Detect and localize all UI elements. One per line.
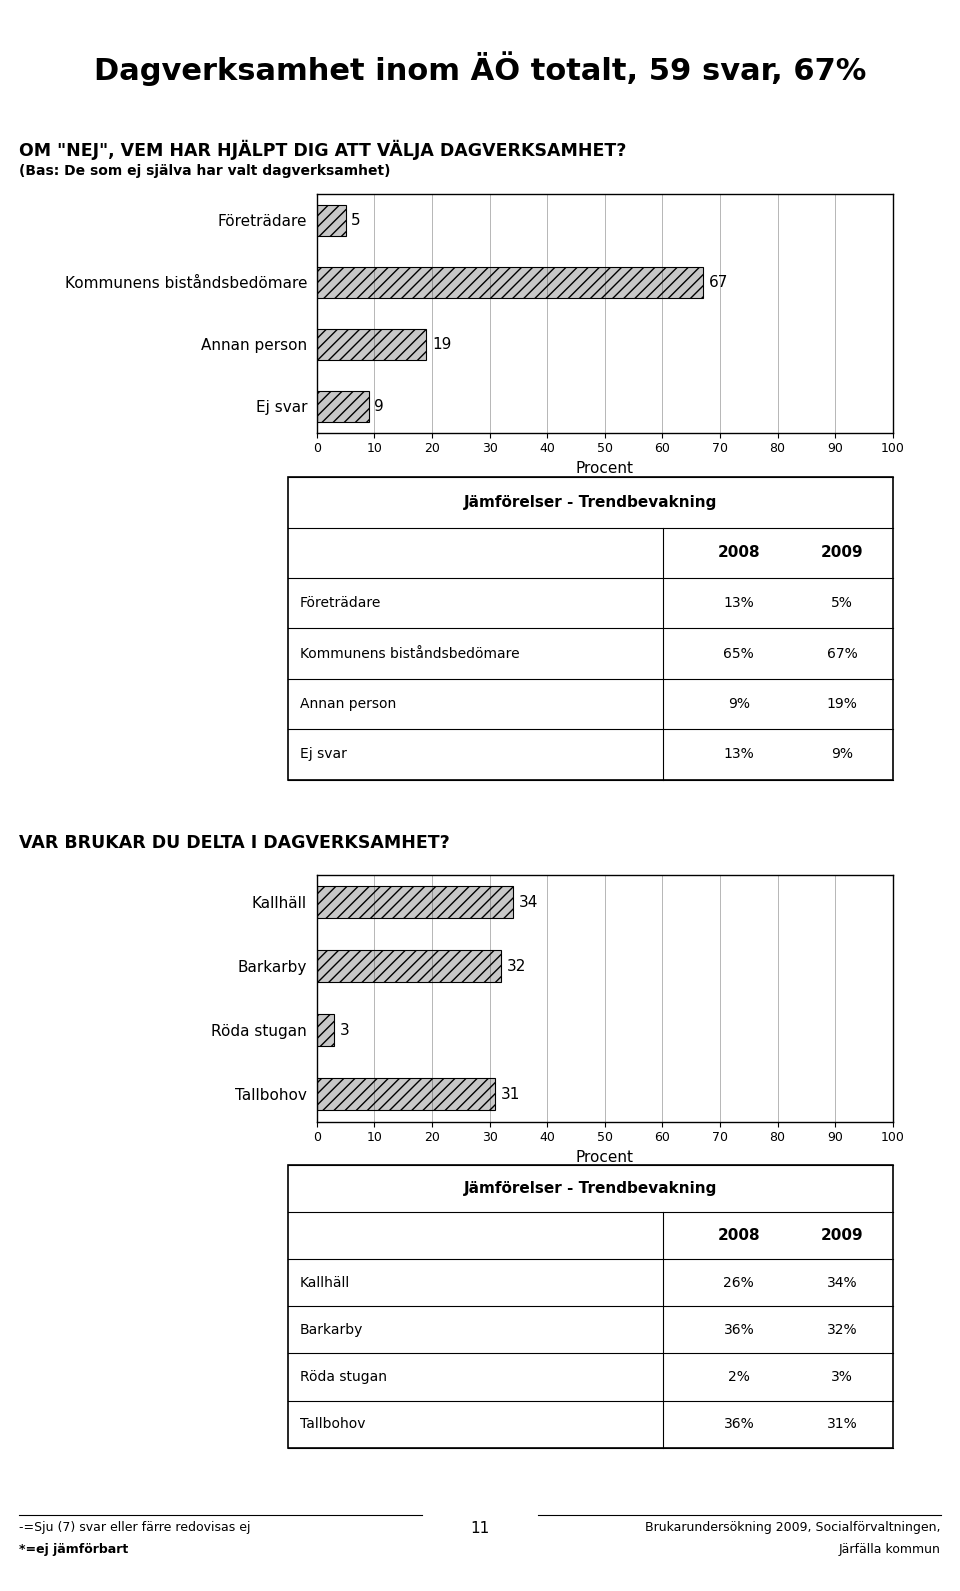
Text: 13%: 13% bbox=[724, 597, 755, 611]
Bar bbox=[317, 950, 501, 982]
Text: 9%: 9% bbox=[831, 748, 853, 762]
Text: 34: 34 bbox=[518, 894, 538, 910]
X-axis label: Procent: Procent bbox=[576, 1150, 634, 1165]
Text: 2009: 2009 bbox=[821, 1228, 864, 1243]
X-axis label: Procent: Procent bbox=[576, 461, 634, 476]
Text: 9%: 9% bbox=[728, 697, 750, 711]
Text: 65%: 65% bbox=[724, 646, 755, 660]
Text: 31%: 31% bbox=[827, 1418, 857, 1432]
Text: Barkarby: Barkarby bbox=[300, 1322, 364, 1336]
Text: 2008: 2008 bbox=[717, 1228, 760, 1243]
Text: 5%: 5% bbox=[831, 597, 853, 611]
Bar bbox=[317, 205, 346, 235]
Bar bbox=[317, 329, 426, 360]
Text: 34%: 34% bbox=[827, 1276, 857, 1290]
Text: 67%: 67% bbox=[827, 646, 857, 660]
Text: 32%: 32% bbox=[827, 1322, 857, 1336]
Text: Tallbohov: Tallbohov bbox=[300, 1418, 366, 1432]
Text: 32: 32 bbox=[507, 959, 526, 974]
Text: 19%: 19% bbox=[827, 697, 857, 711]
Text: Ej svar: Ej svar bbox=[300, 748, 347, 762]
Text: 36%: 36% bbox=[724, 1322, 755, 1336]
Text: 3: 3 bbox=[340, 1023, 349, 1037]
Bar bbox=[317, 1079, 495, 1111]
Text: VAR BRUKAR DU DELTA I DAGVERKSAMHET?: VAR BRUKAR DU DELTA I DAGVERKSAMHET? bbox=[19, 834, 450, 851]
Bar bbox=[317, 267, 703, 298]
Text: 67: 67 bbox=[708, 275, 728, 290]
Text: 31: 31 bbox=[501, 1087, 520, 1103]
Text: 9: 9 bbox=[374, 399, 384, 414]
Text: Jämförelser - Trendbevakning: Jämförelser - Trendbevakning bbox=[464, 1181, 717, 1196]
Bar bbox=[317, 1015, 334, 1047]
Text: (Bas: De som ej själva har valt dagverksamhet): (Bas: De som ej själva har valt dagverks… bbox=[19, 164, 391, 178]
Text: 2%: 2% bbox=[728, 1370, 750, 1384]
Text: Kommunens biståndsbedömare: Kommunens biståndsbedömare bbox=[300, 646, 519, 660]
Text: OM "NEJ", VEM HAR HJÄLPT DIG ATT VÄLJA DAGVERKSAMHET?: OM "NEJ", VEM HAR HJÄLPT DIG ATT VÄLJA D… bbox=[19, 140, 627, 161]
Text: 2008: 2008 bbox=[717, 546, 760, 560]
Text: 11: 11 bbox=[470, 1521, 490, 1535]
Text: Brukarundersökning 2009, Socialförvaltningen,: Brukarundersökning 2009, Socialförvaltni… bbox=[645, 1521, 941, 1534]
Text: *=ej jämförbart: *=ej jämförbart bbox=[19, 1543, 129, 1556]
Bar bbox=[317, 886, 513, 918]
Text: 26%: 26% bbox=[724, 1276, 755, 1290]
Text: 3%: 3% bbox=[831, 1370, 853, 1384]
Text: Järfälla kommun: Järfälla kommun bbox=[839, 1543, 941, 1556]
Text: 36%: 36% bbox=[724, 1418, 755, 1432]
Text: 2009: 2009 bbox=[821, 546, 864, 560]
Text: Jämförelser - Trendbevakning: Jämförelser - Trendbevakning bbox=[464, 495, 717, 511]
Text: Kallhäll: Kallhäll bbox=[300, 1276, 350, 1290]
Text: Dagverksamhet inom ÄÖ totalt, 59 svar, 67%: Dagverksamhet inom ÄÖ totalt, 59 svar, 6… bbox=[94, 51, 866, 86]
Text: -=Sju (7) svar eller färre redovisas ej: -=Sju (7) svar eller färre redovisas ej bbox=[19, 1521, 251, 1534]
Text: 19: 19 bbox=[432, 337, 451, 352]
Bar bbox=[317, 391, 369, 422]
Text: 5: 5 bbox=[351, 213, 361, 228]
Text: Annan person: Annan person bbox=[300, 697, 396, 711]
Text: Företrädare: Företrädare bbox=[300, 597, 381, 611]
Text: Röda stugan: Röda stugan bbox=[300, 1370, 387, 1384]
Text: 13%: 13% bbox=[724, 748, 755, 762]
